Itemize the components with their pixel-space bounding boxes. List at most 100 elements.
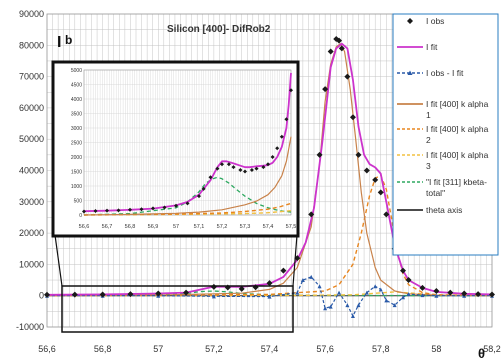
obs-point <box>322 86 329 93</box>
legend-swatch-marker <box>407 18 413 24</box>
y-tick-label: 70000 <box>19 72 44 82</box>
legend-item-theta-axis: theta axis <box>397 205 462 215</box>
inset-series-i-fit <box>83 72 292 213</box>
obs-point <box>280 267 287 274</box>
obs-point <box>338 45 345 52</box>
x-tick-label: 56,6 <box>38 344 56 354</box>
inset-plot-border <box>83 69 292 216</box>
residual-point <box>345 303 350 308</box>
obs-point <box>489 291 495 298</box>
inset-x-tick-label: 57,1 <box>194 224 205 230</box>
inset-x-tick-label: 56,7 <box>102 224 113 230</box>
x-tick-label: 57 <box>153 344 163 354</box>
inset-obs-point <box>82 209 86 214</box>
inset-series-i-obs <box>82 88 293 214</box>
inset-y-tick-label: 500 <box>74 199 83 205</box>
legend-item-i-fit-311-kbeta-total: "I fit [311] kbeta-total" <box>397 177 487 198</box>
inset-x-tick-label: 57,5 <box>286 224 297 230</box>
legend-label: I fit <box>426 42 438 52</box>
series-i-obs <box>44 36 495 298</box>
residual-point <box>364 290 369 295</box>
inset-obs-point <box>254 166 259 171</box>
inset-x-tick-label: 56,9 <box>148 224 159 230</box>
legend-label: I fit [400] k alpha <box>426 99 489 109</box>
residual-point <box>328 304 333 309</box>
inset-x-tick-label: 56,6 <box>79 224 90 230</box>
inset-x-tick-label: 57,4 <box>263 224 274 230</box>
inset-series-line-i-fit <box>83 72 292 213</box>
inset-x-tick-label: 57,2 <box>217 224 228 230</box>
residual-point <box>309 274 314 279</box>
zoom-connector-line <box>292 234 298 287</box>
legend-label: theta axis <box>426 205 462 215</box>
legend-item-i-obs-i-fit: I obs - I fit <box>397 68 464 78</box>
y-tick-label: 10000 <box>19 259 44 269</box>
inset-y-tick-label: 4000 <box>71 97 82 103</box>
residual-point <box>384 298 389 303</box>
x-tick-label: 57,8 <box>372 344 390 354</box>
obs-point <box>475 291 482 298</box>
series-i-obs-i-fit <box>45 274 494 319</box>
obs-point <box>71 291 78 298</box>
residual-point <box>406 292 411 297</box>
inset-series-line-i-fit-311-kbeta-total <box>83 176 292 216</box>
inset-x-ticks: 56,6 56,7 56,8 56,9 57 57,1 57,2 57,3 57,4 57,5 <box>79 224 297 230</box>
inset-obs-point <box>185 201 190 206</box>
inset-obs-point <box>139 207 144 212</box>
legend-item-i-obs: I obs <box>407 16 444 26</box>
obs-point <box>383 211 390 218</box>
residual-point <box>317 284 322 289</box>
inset-series-i-fit-400-k-alpha-2 <box>83 202 292 216</box>
x-tick-label: 57,4 <box>261 344 279 354</box>
obs-point <box>433 288 440 295</box>
y-tick-label: 80000 <box>19 40 44 50</box>
x-tick-label: 58 <box>431 344 441 354</box>
y-tick-label: 90000 <box>19 9 44 19</box>
inset-y-tick-label: 3000 <box>71 126 82 132</box>
inset-y-ticks: 0 500 1000 1500 2000 2500 3000 3500 4000 4500 5000 <box>71 68 82 219</box>
x-tick-label: 57,6 <box>316 344 334 354</box>
obs-point <box>183 289 190 296</box>
obs-point <box>405 277 412 284</box>
residual-point <box>378 287 383 292</box>
inset-obs-point <box>249 168 254 173</box>
inset-series-line-i-fit-400-k-alpha-3 <box>83 210 292 216</box>
inset-obs-point <box>231 165 236 170</box>
chart-title: Silicon [400]- DifRob2 <box>167 24 271 35</box>
obs-point <box>316 151 323 158</box>
inset-obs-point <box>226 162 231 167</box>
legend-item-i-fit: I fit <box>397 42 438 52</box>
residual-point <box>392 303 397 308</box>
inset-obs-point <box>116 208 121 213</box>
x-tick-label: 58,2 <box>483 344 501 354</box>
inset-series-line-i-fit-400-k-alpha-1 <box>83 136 292 216</box>
inset-obs-point <box>162 205 167 210</box>
obs-point <box>327 48 334 55</box>
inset-obs-point <box>174 203 178 208</box>
inset-series <box>82 72 293 216</box>
y-tick-label: 60000 <box>19 103 44 113</box>
y-tick-label: -10000 <box>16 322 44 332</box>
series-line-i-fit-400-k-alpha-2 <box>46 174 493 297</box>
residual-point <box>350 314 355 319</box>
panel-label: b <box>65 33 72 47</box>
main-series <box>44 36 495 319</box>
obs-point <box>238 285 245 292</box>
obs-point <box>210 283 217 290</box>
inset-obs-point <box>220 162 224 167</box>
legend-label: 3 <box>426 161 431 171</box>
inset-obs-point <box>289 88 293 93</box>
obs-point <box>419 284 426 291</box>
inset-chart: 0 500 1000 1500 2000 2500 3000 3500 4000 4500 5000… <box>51 60 300 238</box>
obs-point <box>336 37 343 44</box>
residual-point <box>267 294 272 299</box>
inset-y-tick-label: 1000 <box>71 184 82 190</box>
legend-box <box>392 13 499 256</box>
inset-obs-point <box>279 134 284 139</box>
obs-point <box>344 73 351 80</box>
obs-point <box>461 290 468 297</box>
residual-point <box>373 284 378 289</box>
residual-point <box>401 295 405 300</box>
